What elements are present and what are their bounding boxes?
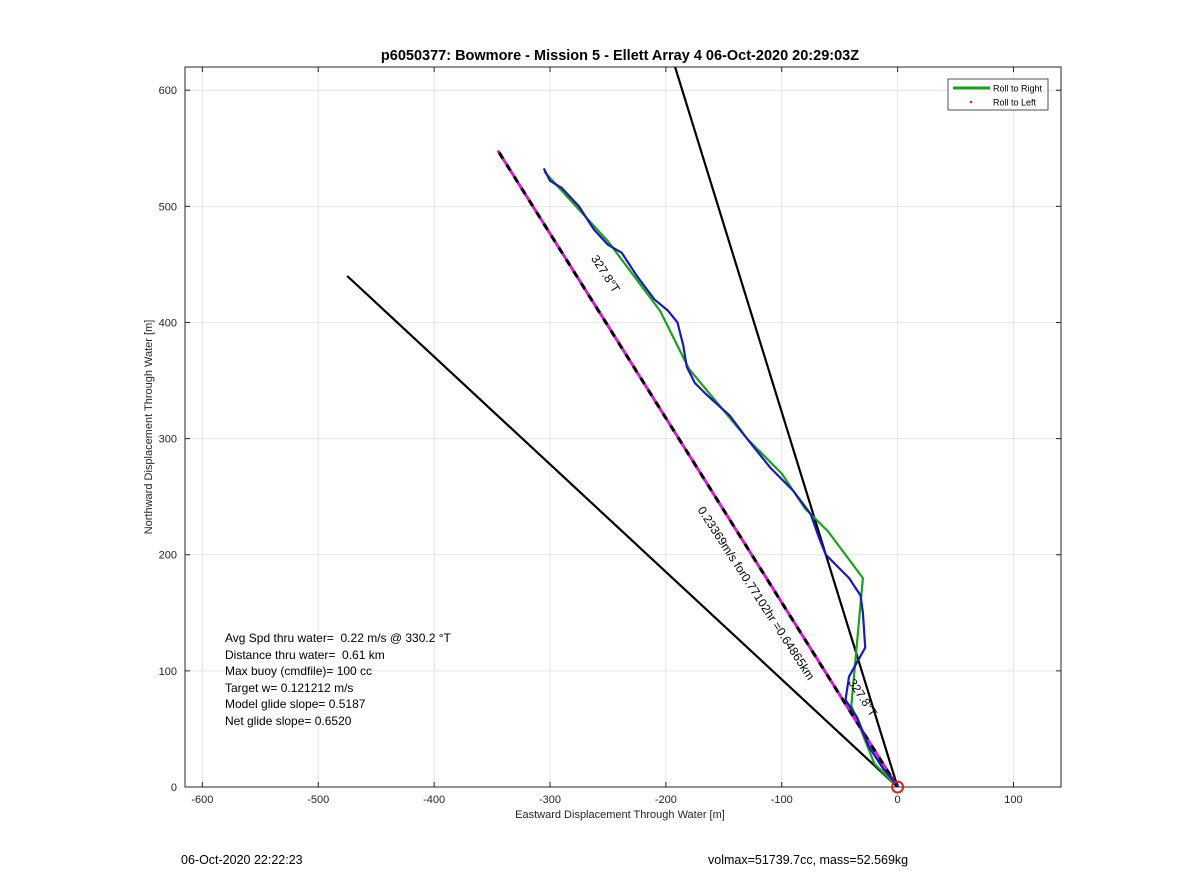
y-tick-label: 400 [159, 317, 177, 329]
y-tick-label: 100 [159, 666, 177, 678]
plot-border [184, 66, 1062, 788]
y-tick-label: 300 [159, 434, 177, 446]
x-tick-label: -600 [191, 794, 213, 806]
x-tick-label: 0 [895, 794, 901, 806]
y-tick-label: 600 [159, 85, 177, 97]
x-tick-label: -100 [771, 794, 793, 806]
target-w-text: Target w= 0.121212 m/s [225, 680, 354, 695]
x-tick-label: 100 [1004, 794, 1022, 806]
chart-title: p6050377: Bowmore - Mission 5 - Ellett A… [381, 48, 859, 64]
trajectory-series-line [543, 168, 899, 786]
legend-roll-left-swatch [969, 100, 973, 104]
legend: Roll to Right Roll to Left [947, 78, 1049, 111]
avg-speed-text: Avg Spd thru water= 0.22 m/s @ 330.2 °T [225, 631, 451, 645]
footer-timestamp: 06-Oct-2020 22:22:23 [181, 853, 303, 867]
y-axis-label: Northward Displacement Through Water [m] [143, 320, 155, 535]
max-buoy-text: Max buoy (cmdfile)= 100 cc [225, 664, 373, 678]
ticks-layer: -600 -500 -400 -300 -200 -100 0 100 0 100 200 300 40… [159, 67, 1061, 806]
net-glide-text: Net glide slope= 0.6520 [225, 713, 352, 728]
footer-volmax-mass: volmax=51739.7cc, mass=52.569kg [708, 853, 909, 867]
legend-box [947, 78, 1049, 111]
x-tick-label: -200 [655, 794, 677, 806]
model-glide-text: Model glide slope= 0.5187 [225, 697, 366, 711]
series-layer [346, 67, 899, 787]
heading-bound-line [346, 275, 899, 787]
stats-panel: Avg Spd thru water= 0.22 m/s @ 330.2 °T … [225, 630, 451, 729]
x-tick-label: -500 [307, 794, 329, 806]
origin-marker [891, 780, 905, 794]
x-tick-label: -400 [423, 794, 445, 806]
x-axis-label: Eastward Displacement Through Water [m] [515, 809, 725, 821]
y-tick-label: 0 [171, 782, 177, 794]
y-tick-label: 200 [159, 550, 177, 562]
distance-text: Distance thru water= 0.61 km [225, 647, 385, 662]
x-tick-label: -300 [539, 794, 561, 806]
heading-bound-line [674, 67, 899, 787]
legend-roll-right-label: Roll to Right [993, 84, 1043, 94]
legend-roll-left-label: Roll to Left [993, 98, 1037, 108]
glide-heading-line-magenta [496, 149, 899, 787]
plot-area [185, 67, 1061, 787]
y-tick-label: 500 [159, 201, 177, 213]
